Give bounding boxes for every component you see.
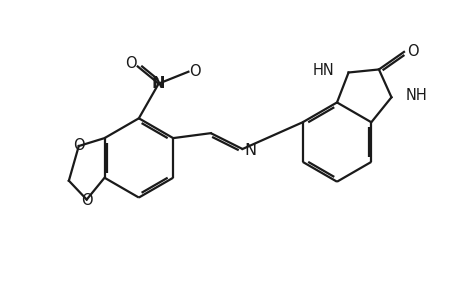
Text: N: N (151, 76, 165, 91)
Text: O: O (73, 137, 84, 152)
Text: O: O (81, 193, 92, 208)
Text: O: O (406, 44, 418, 59)
Text: NH: NH (404, 88, 426, 103)
Text: O: O (189, 64, 201, 79)
Text: HN: HN (312, 63, 334, 78)
Text: O: O (125, 56, 136, 71)
Text: N: N (244, 142, 256, 158)
